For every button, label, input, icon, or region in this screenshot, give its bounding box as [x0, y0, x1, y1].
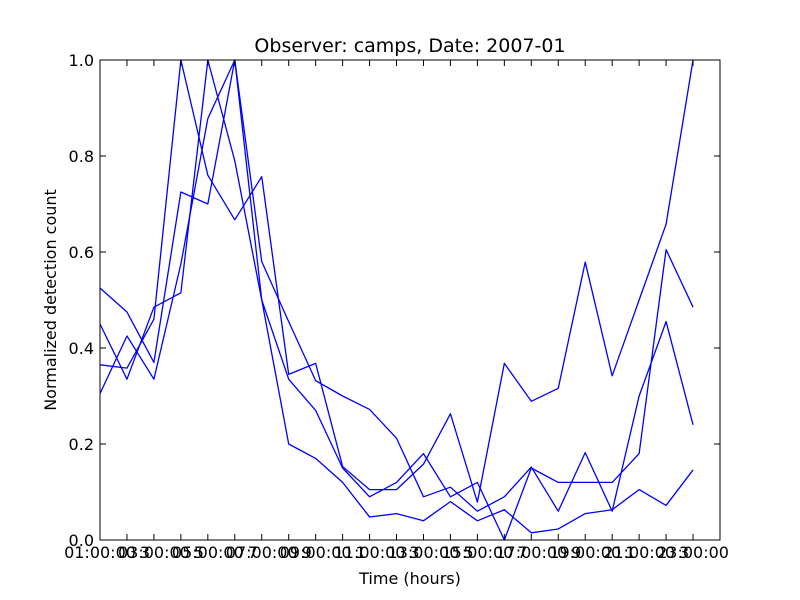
x-tick-label-overlap: 3 [679, 543, 689, 562]
y-tick-label: 0.8 [69, 147, 94, 166]
chart-title: Observer: camps, Date: 2007-01 [254, 35, 565, 57]
x-tick-label: 07:00:00 [226, 543, 298, 562]
x-tick-label: 15:00:00 [441, 543, 513, 562]
plot-frame [99, 59, 721, 541]
x-tick-label-overlap: 3 [409, 543, 419, 562]
x-tick-label: 05:00:00 [172, 543, 244, 562]
x-axis-label: Time (hours) [358, 569, 461, 588]
y-tick-label: 0.2 [69, 435, 94, 454]
x-tick-label-overlap: 1 [625, 543, 635, 562]
x-tick-label-overlap: 7 [248, 543, 258, 562]
y-tick-label: 0.6 [69, 243, 94, 262]
x-tick-label-overlap: 5 [463, 543, 473, 562]
x-tick-label: 23:00:00 [657, 543, 729, 562]
x-tick-label-overlap: 9 [571, 543, 581, 562]
x-tick-label: 13:00:00 [388, 543, 460, 562]
x-tick-label-overlap: 3 [140, 543, 150, 562]
axes-frame [99, 59, 721, 541]
y-tick-label: 0.4 [69, 339, 94, 358]
x-tick-label: 17:00:00 [495, 543, 567, 562]
x-tick-label-overlap: 5 [194, 543, 204, 562]
x-tick-label: 01:00:00 [64, 543, 136, 562]
series-line-3 [99, 59, 694, 503]
x-tick-label: 03:00:00 [118, 543, 190, 562]
y-tick-label: 1.0 [69, 51, 94, 70]
y-axis-ticks: 0.0 0.2 0.4 0.6 0.8 1.0 [69, 51, 720, 550]
x-tick-label-overlap: 1 [356, 543, 366, 562]
x-tick-label: 11:00:00 [334, 543, 406, 562]
series-line-4 [99, 59, 694, 512]
y-axis-label: Normalized detection count [41, 189, 60, 411]
series-layer [99, 59, 694, 541]
x-tick-label-overlap: 7 [517, 543, 527, 562]
series-line-1 [99, 59, 694, 541]
x-tick-label: 19:00:00 [549, 543, 621, 562]
x-tick-label: 09:00:00 [280, 543, 352, 562]
y-tick-label: 0.0 [69, 531, 94, 550]
x-axis-ticks: 01:00:0003:00:0005:00:0007:00:0009:00:00… [64, 60, 729, 562]
x-tick-label: 21:00:00 [603, 543, 675, 562]
x-tick-label-overlap: 9 [302, 543, 312, 562]
